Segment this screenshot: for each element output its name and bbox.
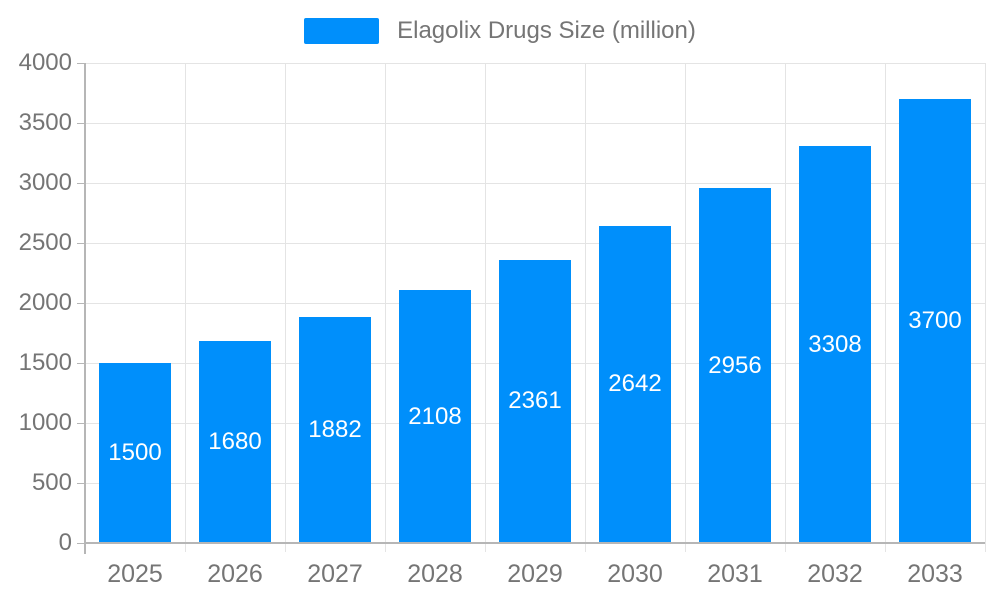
bar-value-label: 3700: [908, 307, 962, 334]
y-gridline: [85, 183, 985, 184]
x-axis-label-2032: 2032: [807, 560, 863, 588]
y-axis-label: 1500: [18, 349, 72, 376]
x-axis-line: [85, 542, 985, 544]
y-axis-label: 2500: [18, 229, 72, 256]
y-axis-tick: [77, 363, 85, 364]
y-axis-tick: [77, 483, 85, 484]
y-axis-tick: [77, 183, 85, 184]
legend-item[interactable]: Elagolix Drugs Size (million): [0, 17, 1000, 45]
y-axis-tick: [77, 63, 85, 64]
x-axis-label-2033: 2033: [907, 560, 963, 588]
y-gridline: [85, 123, 985, 124]
y-gridline: [85, 243, 985, 244]
y-axis-label: 1000: [18, 409, 72, 436]
bar-2028[interactable]: 2108: [399, 290, 471, 543]
x-gridline: [185, 63, 186, 552]
y-axis-label: 3500: [18, 109, 72, 136]
bar-2033[interactable]: 3700: [899, 99, 971, 543]
bar-value-label: 1882: [308, 416, 362, 444]
legend-series-label: Elagolix Drugs Size (million): [397, 17, 696, 44]
bar-value-label: 2642: [608, 370, 662, 398]
y-gridline: [85, 63, 985, 64]
x-gridline: [285, 63, 286, 552]
x-gridline: [985, 63, 986, 552]
y-axis-label: 500: [31, 469, 72, 496]
x-axis-label-2027: 2027: [307, 560, 363, 588]
x-axis-label-2031: 2031: [707, 560, 763, 588]
bar-value-label: 2956: [708, 351, 762, 379]
bar-value-label: 1680: [208, 428, 262, 456]
bar-2031[interactable]: 2956: [699, 188, 771, 543]
x-axis-label-2030: 2030: [607, 560, 663, 588]
x-gridline: [785, 63, 786, 552]
x-gridline: [485, 63, 486, 552]
y-axis-label: 3000: [18, 169, 72, 196]
x-axis-label-2026: 2026: [207, 560, 263, 588]
y-axis-label: 0: [58, 529, 72, 556]
y-axis-tick: [77, 423, 85, 424]
y-axis-tick: [77, 243, 85, 244]
bar-2027[interactable]: 1882: [299, 317, 371, 543]
bar-value-label: 2108: [408, 402, 462, 430]
y-axis-label: 4000: [18, 49, 72, 76]
y-axis-tick: [77, 303, 85, 304]
x-gridline: [885, 63, 886, 552]
x-axis-label-2028: 2028: [407, 560, 463, 588]
y-axis-label: 2000: [18, 289, 72, 316]
y-axis-tick: [77, 123, 85, 124]
x-gridline: [385, 63, 386, 552]
bar-2029[interactable]: 2361: [499, 259, 571, 543]
bar-value-label: 1500: [108, 439, 162, 466]
bar-2032[interactable]: 3308: [799, 146, 871, 543]
x-gridline: [685, 63, 686, 552]
y-axis-tick: [77, 543, 85, 544]
x-axis-label-2029: 2029: [507, 560, 563, 588]
bar-value-label: 3308: [808, 330, 862, 358]
bar-2025[interactable]: 1500: [99, 363, 171, 543]
bar-2026[interactable]: 1680: [199, 341, 271, 543]
x-gridline: [585, 63, 586, 552]
y-axis-line: [84, 63, 86, 554]
legend-swatch: [304, 18, 380, 44]
bar-value-label: 2361: [508, 387, 562, 415]
bar-2030[interactable]: 2642: [599, 225, 671, 543]
x-axis-label-2025: 2025: [107, 560, 163, 588]
